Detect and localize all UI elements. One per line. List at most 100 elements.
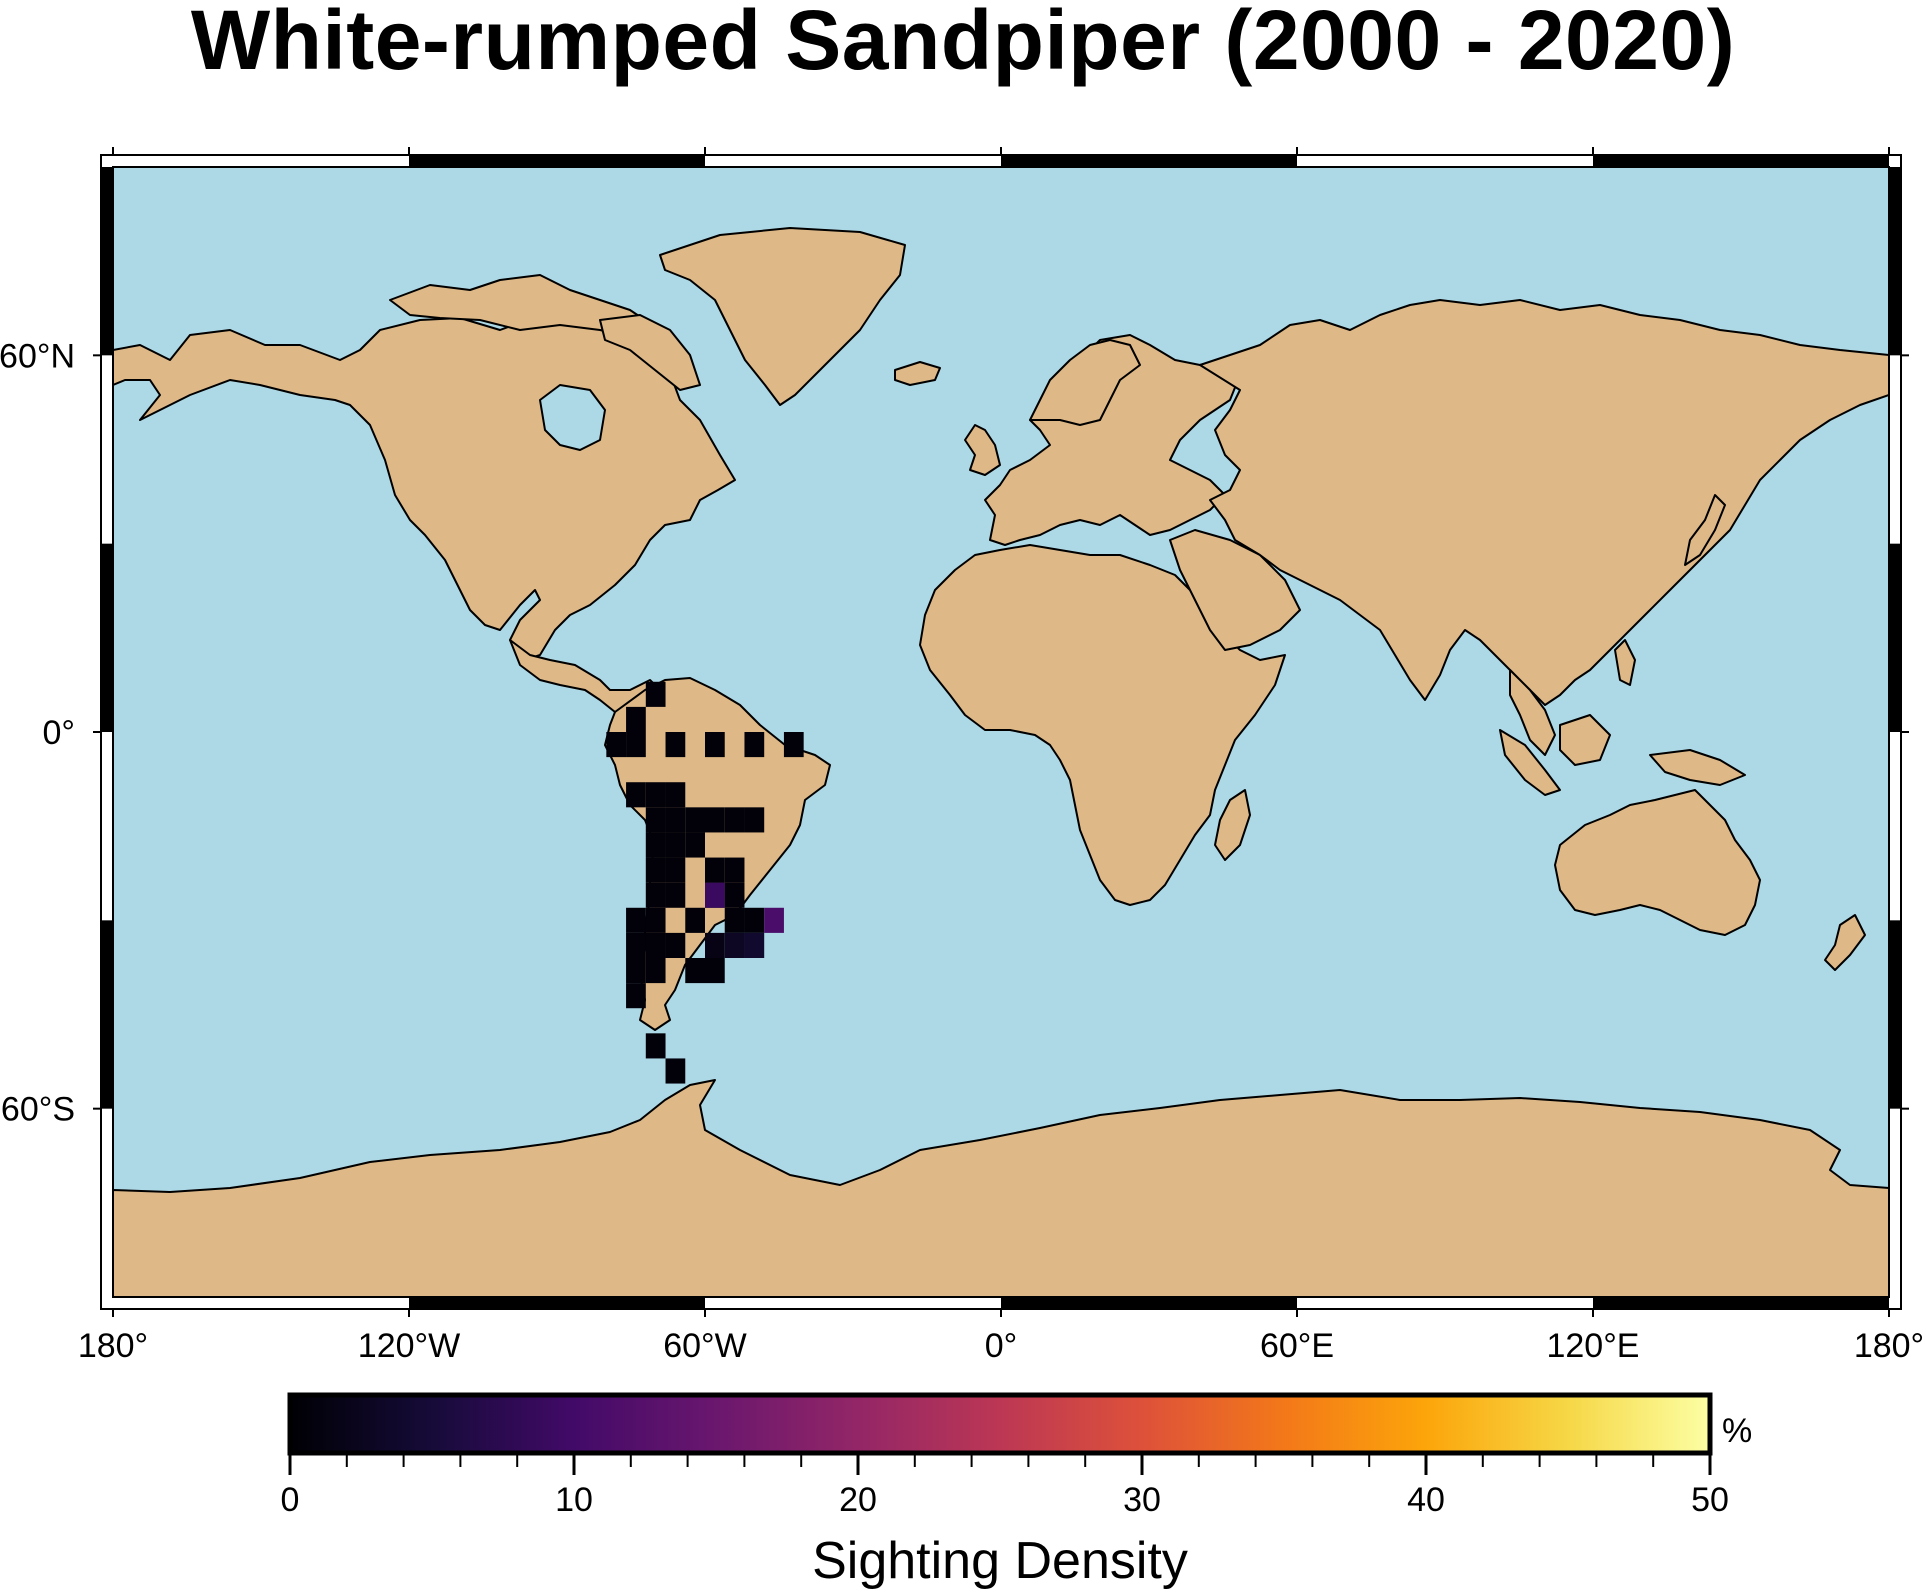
density-cell	[665, 857, 686, 883]
density-cell	[645, 907, 666, 933]
frame-bar-right	[1889, 167, 1901, 356]
colorbar-ticks: 0 10 20 30 40 50	[281, 1455, 1729, 1519]
arabia	[1169, 529, 1301, 651]
africa	[919, 544, 1286, 906]
x-tick-label: 60°E	[1260, 1327, 1334, 1365]
x-tick-label: 0°	[985, 1327, 1018, 1365]
density-cell	[645, 807, 666, 833]
frame-bar-top	[1001, 155, 1297, 167]
density-cell	[744, 907, 765, 933]
asia	[1199, 299, 1889, 706]
density-cell	[724, 807, 745, 833]
colorbar-title: Sighting Density	[812, 1532, 1188, 1590]
density-cell	[645, 782, 666, 808]
frame-bar-left	[101, 920, 113, 1109]
australia	[1554, 789, 1761, 936]
x-tick-label: 180°	[1854, 1327, 1924, 1365]
density-cell	[685, 832, 705, 858]
antarctica	[113, 1079, 1889, 1297]
density-cell	[665, 807, 686, 833]
density-cell	[645, 1033, 666, 1059]
frame-bar-bottom	[1001, 1297, 1297, 1309]
iceland	[894, 361, 941, 386]
hudson-bay	[539, 384, 606, 451]
y-tick-label: 60°N	[0, 337, 75, 375]
density-cell	[744, 732, 765, 758]
new-guinea	[1649, 749, 1746, 786]
colorbar-tick-label: 20	[839, 1481, 877, 1519]
frame-bar-bottom	[1593, 1297, 1889, 1309]
y-tick-label: 60°S	[1, 1091, 75, 1129]
density-cell	[705, 732, 725, 758]
scandinavia	[1029, 339, 1141, 426]
colorbar-unit: %	[1722, 1412, 1752, 1450]
southeast-asia	[1509, 669, 1556, 756]
density-cell	[645, 681, 666, 707]
frame-bar-bottom	[409, 1297, 705, 1309]
density-cell	[764, 907, 784, 933]
density-cell	[626, 958, 646, 984]
frame-bar-top	[1593, 155, 1889, 167]
frame-bar-right	[1889, 920, 1901, 1109]
density-cell	[705, 807, 725, 833]
density-cell	[705, 932, 725, 958]
density-cell	[724, 907, 745, 933]
density-cell	[665, 782, 686, 808]
density-cell	[724, 882, 745, 908]
density-cell	[626, 907, 646, 933]
density-cell	[645, 932, 666, 958]
map-title: White-rumped Sandpiper (2000 - 2020)	[190, 0, 1736, 87]
density-cell	[606, 732, 627, 758]
borneo	[1559, 714, 1611, 766]
europe	[984, 334, 1241, 546]
new-zealand	[1824, 914, 1866, 971]
density-cell	[724, 932, 745, 958]
density-cell	[685, 807, 705, 833]
japan	[1684, 494, 1726, 566]
density-cell	[645, 958, 666, 984]
density-cell	[626, 782, 646, 808]
philippines	[1614, 639, 1636, 686]
density-cell	[744, 807, 765, 833]
frame-bar-left	[101, 167, 113, 356]
baffin-island	[599, 314, 701, 391]
density-cell	[626, 983, 646, 1009]
density-cell	[626, 932, 646, 958]
density-cell	[685, 958, 705, 984]
colorbar-tick-label: 40	[1407, 1481, 1445, 1519]
greenland	[659, 227, 906, 406]
colorbar-tick-label: 0	[281, 1481, 300, 1519]
density-cell	[724, 857, 745, 883]
british-isles	[964, 424, 1001, 476]
colorbar-gradient	[287, 1392, 1713, 1456]
colorbar-tick-label: 50	[1691, 1481, 1729, 1519]
density-cell	[665, 732, 686, 758]
density-cell	[665, 882, 686, 908]
x-tick-label: 180°	[78, 1327, 148, 1365]
density-cell	[626, 732, 646, 758]
x-tick-label: 120°E	[1546, 1327, 1639, 1365]
density-cell	[705, 958, 725, 984]
density-cell	[705, 857, 725, 883]
y-tick-label: 0°	[42, 714, 75, 752]
density-cell	[665, 1058, 686, 1084]
density-cell	[645, 832, 666, 858]
sumatra	[1499, 729, 1561, 796]
x-tick-label: 120°W	[358, 1327, 460, 1365]
landmasses	[113, 227, 1889, 1297]
density-cells	[606, 681, 804, 1084]
axis-labels: 180° 120°W 60°W 0° 60°E 120°E 180° 60°N 0° 60°S	[0, 337, 1924, 1365]
frame-bar-top	[409, 155, 705, 167]
density-cell	[783, 732, 804, 758]
frame-bar-right	[1889, 543, 1901, 732]
map-frame	[93, 147, 1909, 1317]
density-cell	[665, 932, 686, 958]
density-cell	[665, 832, 686, 858]
colorbar-tick-label: 10	[555, 1481, 593, 1519]
density-cell	[705, 882, 725, 908]
density-cell	[645, 882, 666, 908]
colorbar: 0 10 20 30 40 50 % Sighting Density	[281, 1392, 1752, 1590]
madagascar	[1214, 789, 1251, 861]
density-cell	[645, 857, 666, 883]
